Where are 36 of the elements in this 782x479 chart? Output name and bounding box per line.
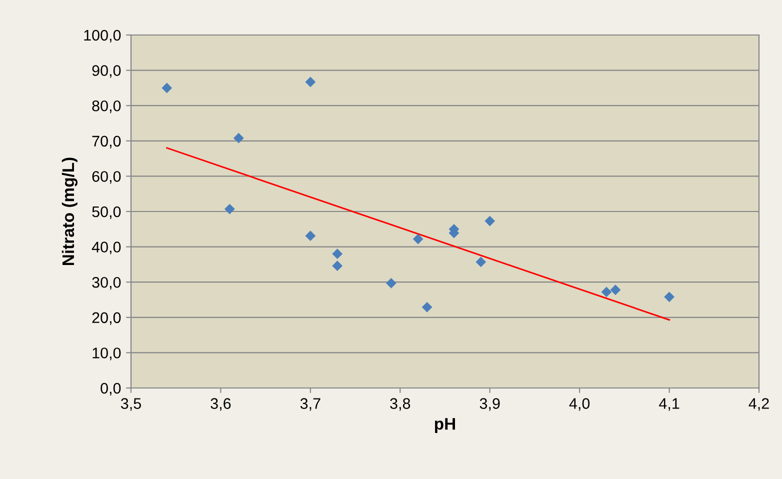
point [664,292,674,302]
point [386,278,396,288]
x-tick-label: 3,6 [210,398,231,411]
point [305,230,316,242]
y-tick-label: 0,0 [100,382,121,396]
point [305,76,316,88]
y-tick-label: 80,0 [92,100,121,114]
point [610,284,621,296]
y-tick-label: 100,0 [84,30,121,42]
x-axis-title: pH [434,418,455,434]
point [332,248,343,260]
y-tick-label: 20,0 [92,312,121,325]
point [422,302,432,312]
y-tick-label: 70,0 [92,136,121,148]
x-tick-label: 4,1 [659,398,680,411]
y-tick-label: 60,0 [92,171,121,184]
point [332,260,343,272]
x-tick-label: 4,0 [569,398,590,411]
x-tick-label: 3,5 [120,398,141,411]
point [601,286,612,298]
point [412,234,424,244]
y-tick-label: 90,0 [92,65,121,78]
y-tick-label: 10,0 [92,348,121,360]
x-tick-label: 3,9 [480,398,500,411]
point [233,132,244,144]
point [224,204,235,214]
point [476,256,486,268]
point [484,216,496,226]
x-tick-label: 4,2 [748,398,769,411]
x-tick-label: 3,7 [300,398,320,411]
y-tick-label: 40,0 [92,242,121,254]
y-tick-label: 50,0 [92,206,121,219]
y-tick-label: 30,0 [92,276,121,290]
point [162,82,172,94]
y-axis-title: Nitrato (mg/L) [62,158,78,266]
x-tick-label: 3,8 [390,398,410,411]
